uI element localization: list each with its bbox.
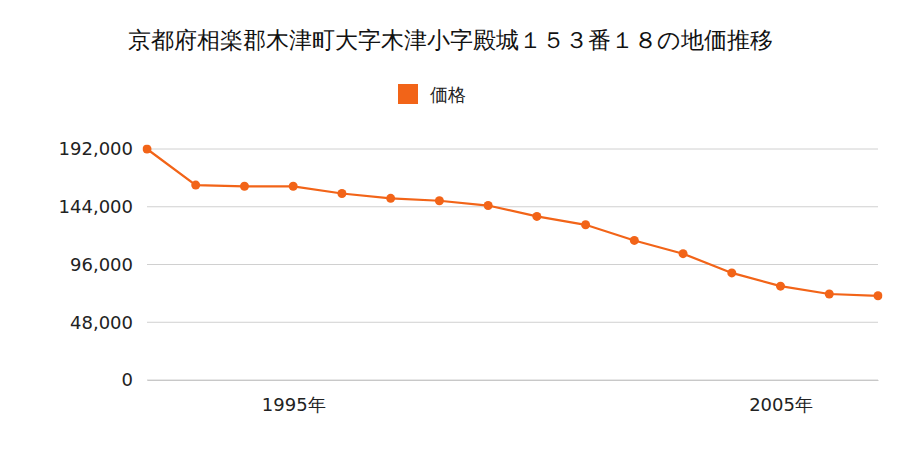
x-axis-line: [148, 380, 879, 381]
point: [679, 249, 688, 258]
x-tick-label: 2005年: [749, 394, 813, 415]
y-tick: 96,000: [70, 254, 147, 275]
y-tick-label: 0: [122, 369, 133, 390]
x-tick: 2005年: [749, 380, 813, 415]
point: [240, 182, 249, 191]
point: [386, 194, 395, 203]
legend: 価格: [398, 84, 466, 105]
y-tick: 48,000: [70, 312, 147, 333]
point: [191, 181, 200, 190]
x-axis: 1995年 2005年: [148, 380, 879, 415]
point: [289, 182, 298, 191]
point: [825, 289, 834, 298]
point: [874, 291, 883, 300]
y-tick: 0: [122, 369, 147, 390]
point: [143, 145, 152, 154]
point: [484, 201, 493, 210]
plot-area: [143, 145, 883, 301]
legend-swatch: [398, 84, 418, 104]
point: [581, 220, 590, 229]
grid-line: [147, 322, 878, 323]
point: [776, 282, 785, 291]
y-axis-line: [147, 150, 148, 381]
point: [337, 189, 346, 198]
point: [630, 236, 639, 245]
y-tick-label: 144,000: [59, 196, 133, 217]
y-tick-label: 96,000: [70, 254, 133, 275]
line: [147, 149, 878, 296]
y-tick-label: 192,000: [59, 138, 133, 159]
x-tick-label: 1995年: [262, 394, 326, 415]
y-tick: 192,000: [59, 138, 147, 159]
y-tick-label: 48,000: [70, 312, 133, 333]
point: [532, 212, 541, 221]
x-tick: 1995年: [262, 380, 326, 415]
grid-line: [147, 264, 878, 265]
title: 京都府相楽郡木津町大字木津小字殿城１５３番１８の地価推移: [128, 27, 773, 53]
grid-line: [147, 206, 878, 207]
legend-item: 価格: [398, 84, 466, 105]
y-tick: 144,000: [59, 196, 147, 217]
point: [727, 268, 736, 277]
point: [435, 196, 444, 205]
grid-line: [147, 380, 878, 381]
chart: 京都府相楽郡木津町大字木津小字殿城１５３番１８の地価推移価格 0 48,000 96,…: [0, 0, 900, 450]
legend-label: 価格: [430, 84, 466, 105]
grid: [147, 149, 878, 380]
grid-line: [147, 149, 878, 150]
y-axis: 0 48,000 96,000 144,000 192,000: [59, 138, 148, 390]
